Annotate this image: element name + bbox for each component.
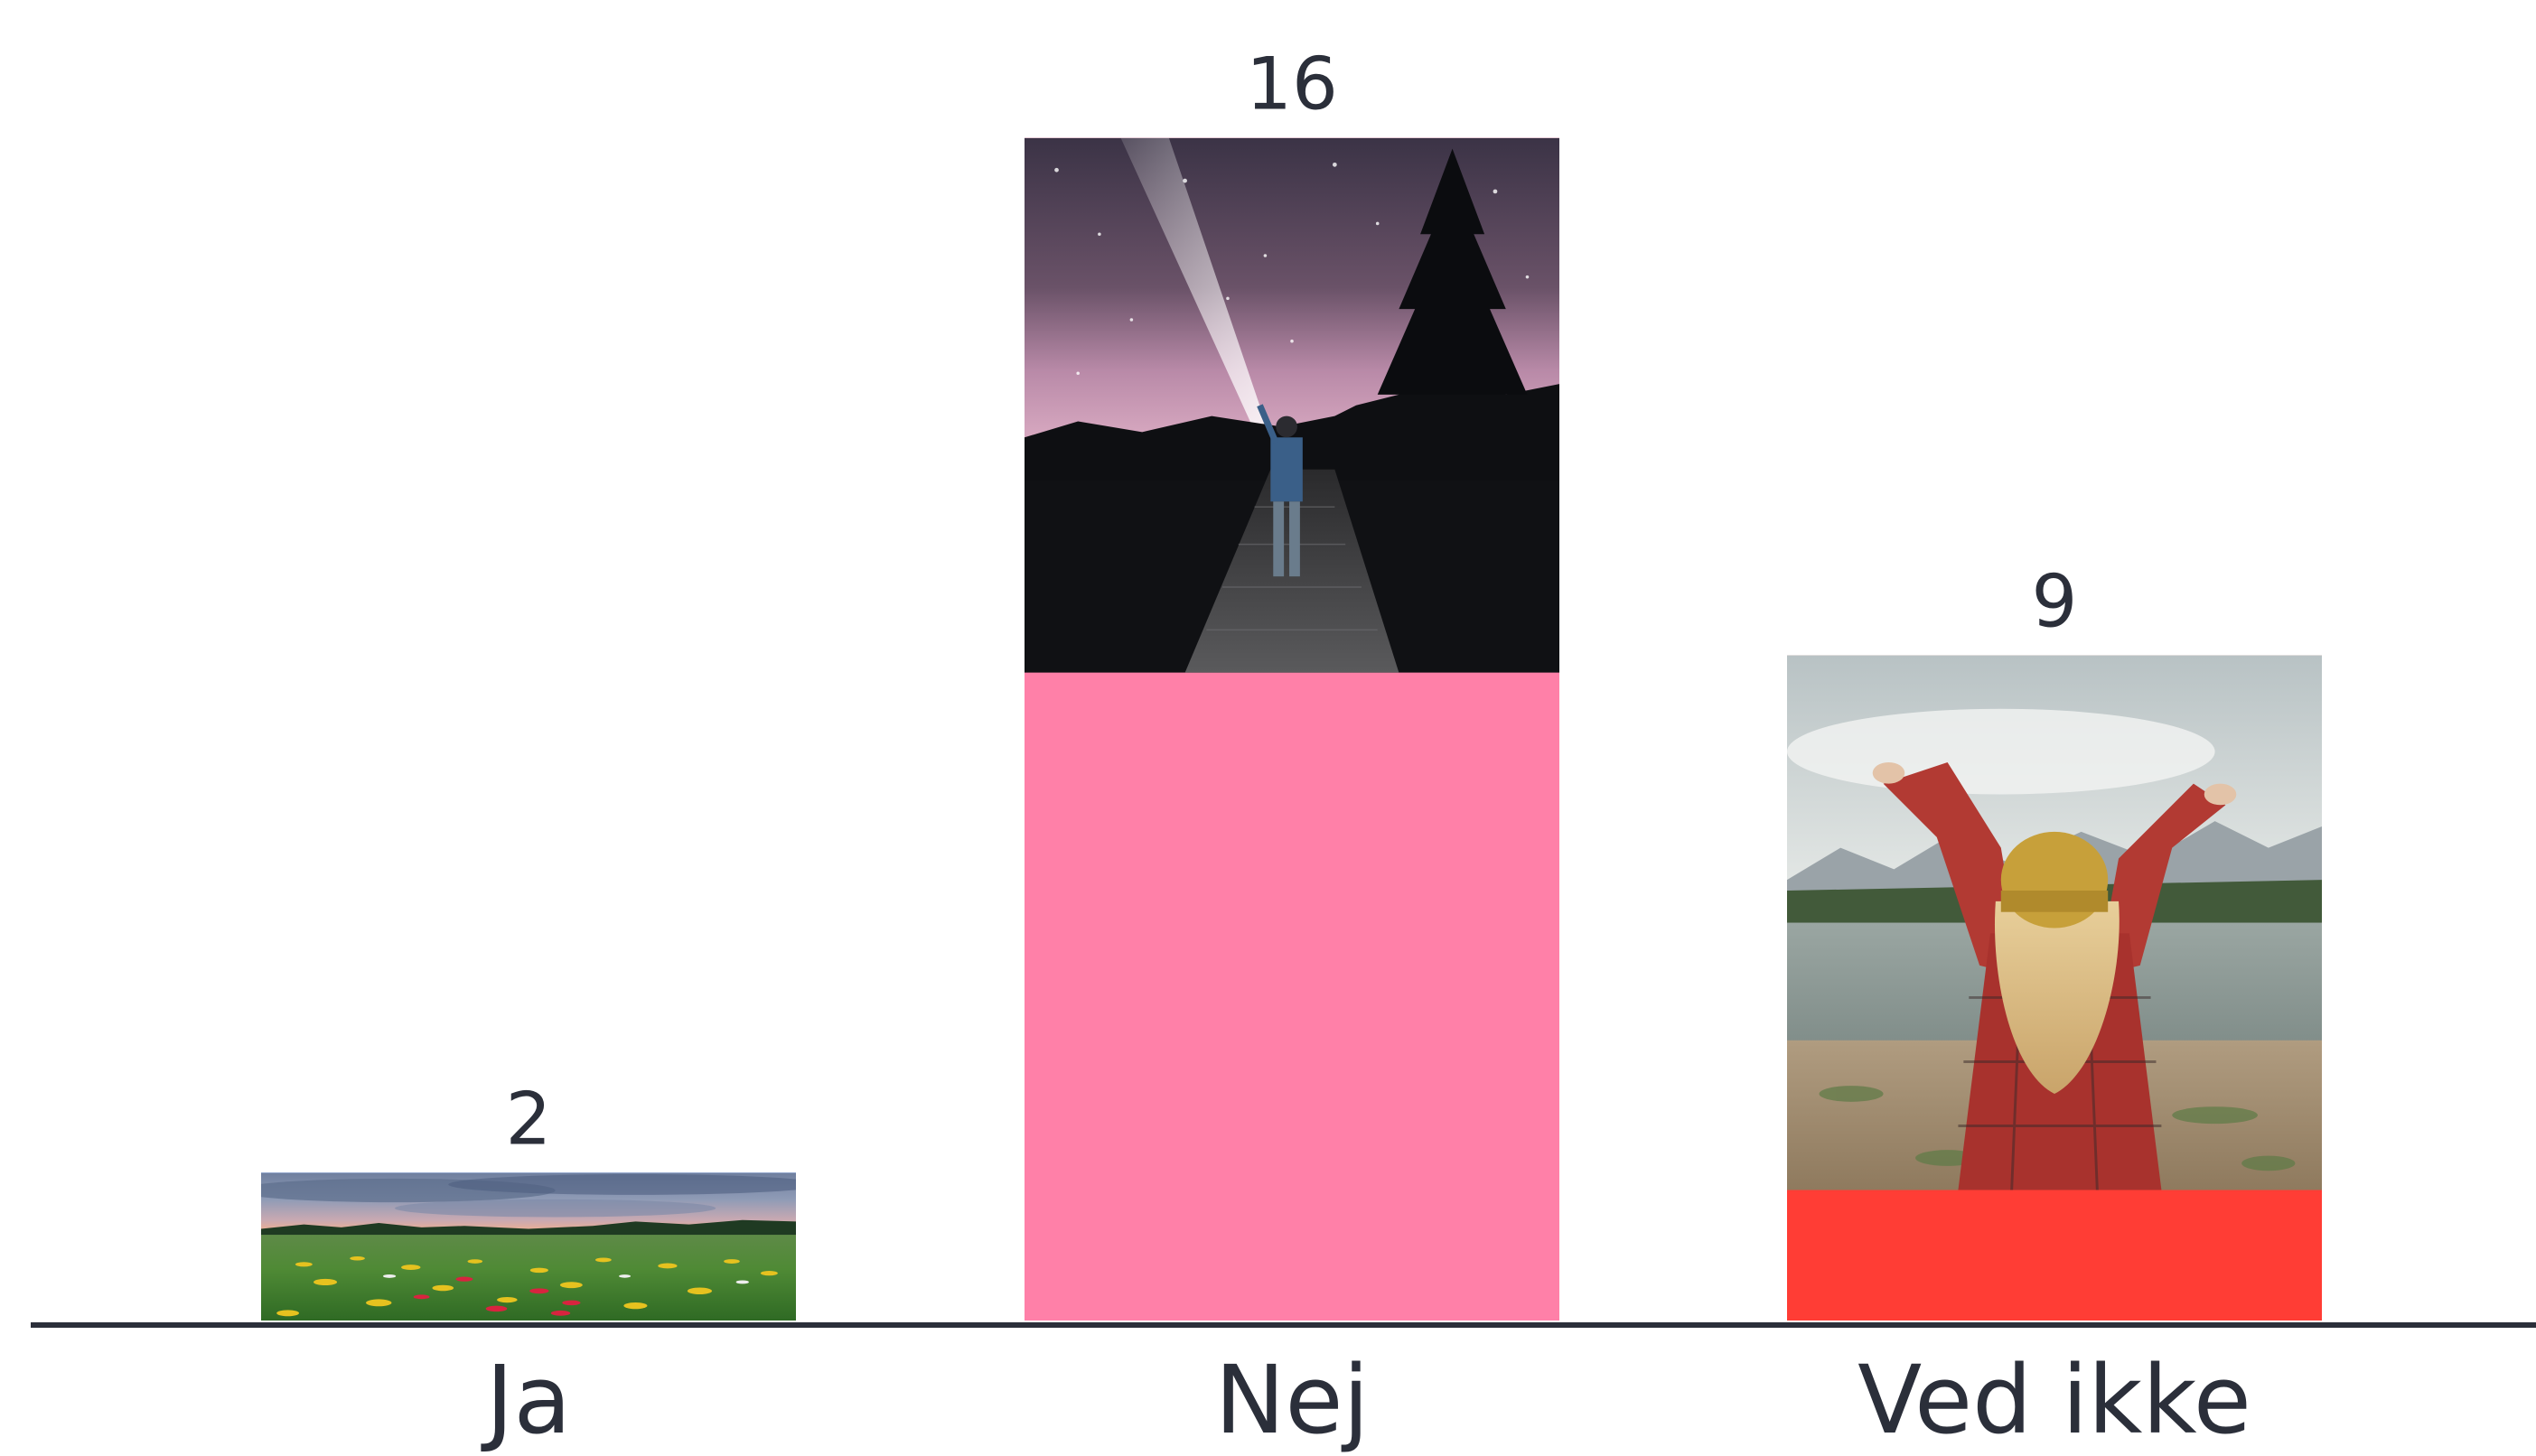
bars-layer: [261, 137, 2322, 1321]
bar-photo-nej: [1025, 138, 1559, 673]
bar-photo-ved-ikke: [1787, 656, 2322, 1190]
value-label-ja: 2: [506, 1077, 552, 1161]
value-label-ved-ikke: 9: [2032, 560, 2078, 644]
value-label-nej: 16: [1246, 42, 1338, 126]
ticks-layer: Ja Nej Ved ikke: [481, 1345, 2251, 1455]
category-label-ja: Ja: [481, 1345, 571, 1452]
labels-layer: 2 16 9: [506, 42, 2078, 1162]
category-label-ved-ikke: Ved ikke: [1858, 1345, 2251, 1452]
bar-photo-ja: [261, 1172, 796, 1321]
category-label-nej: Nej: [1215, 1345, 1370, 1452]
